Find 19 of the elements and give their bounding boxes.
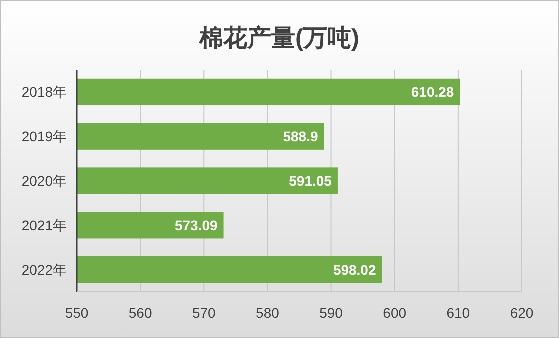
x-tick-label: 570 <box>192 305 216 321</box>
data-label: 591.05 <box>289 173 332 189</box>
y-tick-label: 2022年 <box>22 262 67 278</box>
data-label: 588.9 <box>283 128 318 145</box>
x-tick-label: 550 <box>65 305 89 321</box>
chart-title: 棉花产量(万吨) <box>198 25 360 52</box>
x-tick-label: 600 <box>383 305 407 321</box>
x-tick-label: 580 <box>256 305 280 321</box>
data-label: 610.28 <box>411 84 454 100</box>
y-tick-label: 2021年 <box>22 217 67 234</box>
y-tick-label: 2019年 <box>22 128 67 145</box>
y-tick-label: 2020年 <box>22 173 67 189</box>
x-tick-label: 620 <box>510 305 534 321</box>
y-tick-label: 2018年 <box>22 84 67 100</box>
x-tick-label: 590 <box>320 305 344 321</box>
data-label: 598.02 <box>333 262 376 278</box>
x-tick-label: 610 <box>446 305 470 321</box>
data-label: 573.09 <box>174 217 218 234</box>
x-tick-label: 560 <box>128 305 152 321</box>
